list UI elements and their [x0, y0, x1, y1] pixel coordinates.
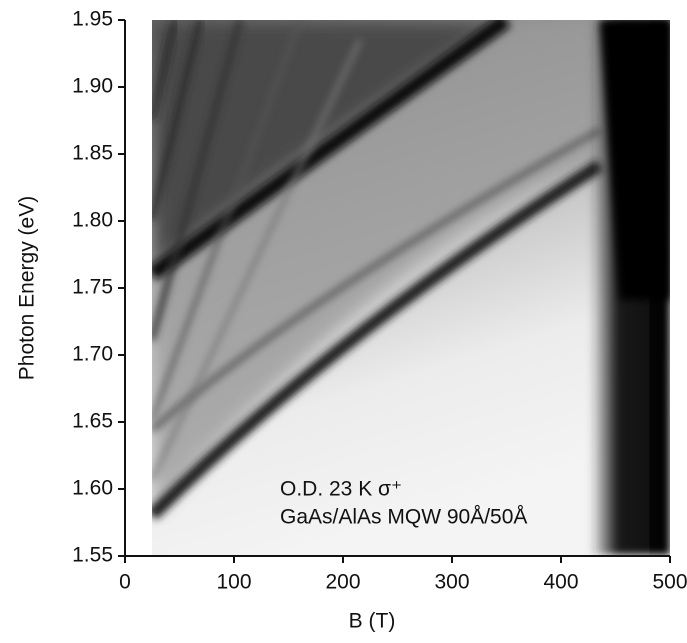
y-tick-label: 1.75	[72, 276, 113, 299]
y-axis-label: Photon Energy (eV)	[16, 196, 39, 380]
annotation: O.D. 23 K σ⁺	[280, 478, 402, 501]
y-tick-label: 1.65	[72, 410, 113, 433]
y-tick-label: 1.85	[72, 142, 113, 165]
x-tick-label: 200	[325, 571, 360, 594]
x-tick-label: 500	[652, 571, 687, 594]
y-tick-label: 1.95	[72, 8, 113, 31]
x-axis-label: B (T)	[349, 610, 396, 633]
y-tick-label: 1.55	[72, 544, 113, 567]
y-tick-label: 1.70	[72, 343, 113, 366]
annotation: GaAs/AlAs MQW 90Å/50Å	[280, 506, 527, 529]
y-tick-label: 1.90	[72, 75, 113, 98]
x-tick-label: 400	[543, 571, 578, 594]
x-tick-label: 300	[434, 571, 469, 594]
y-tick-label: 1.80	[72, 209, 113, 232]
y-tick-label: 1.60	[72, 477, 113, 500]
x-tick-label: 0	[119, 571, 131, 594]
spectrum-image	[152, 20, 670, 555]
x-tick-label: 100	[216, 571, 251, 594]
